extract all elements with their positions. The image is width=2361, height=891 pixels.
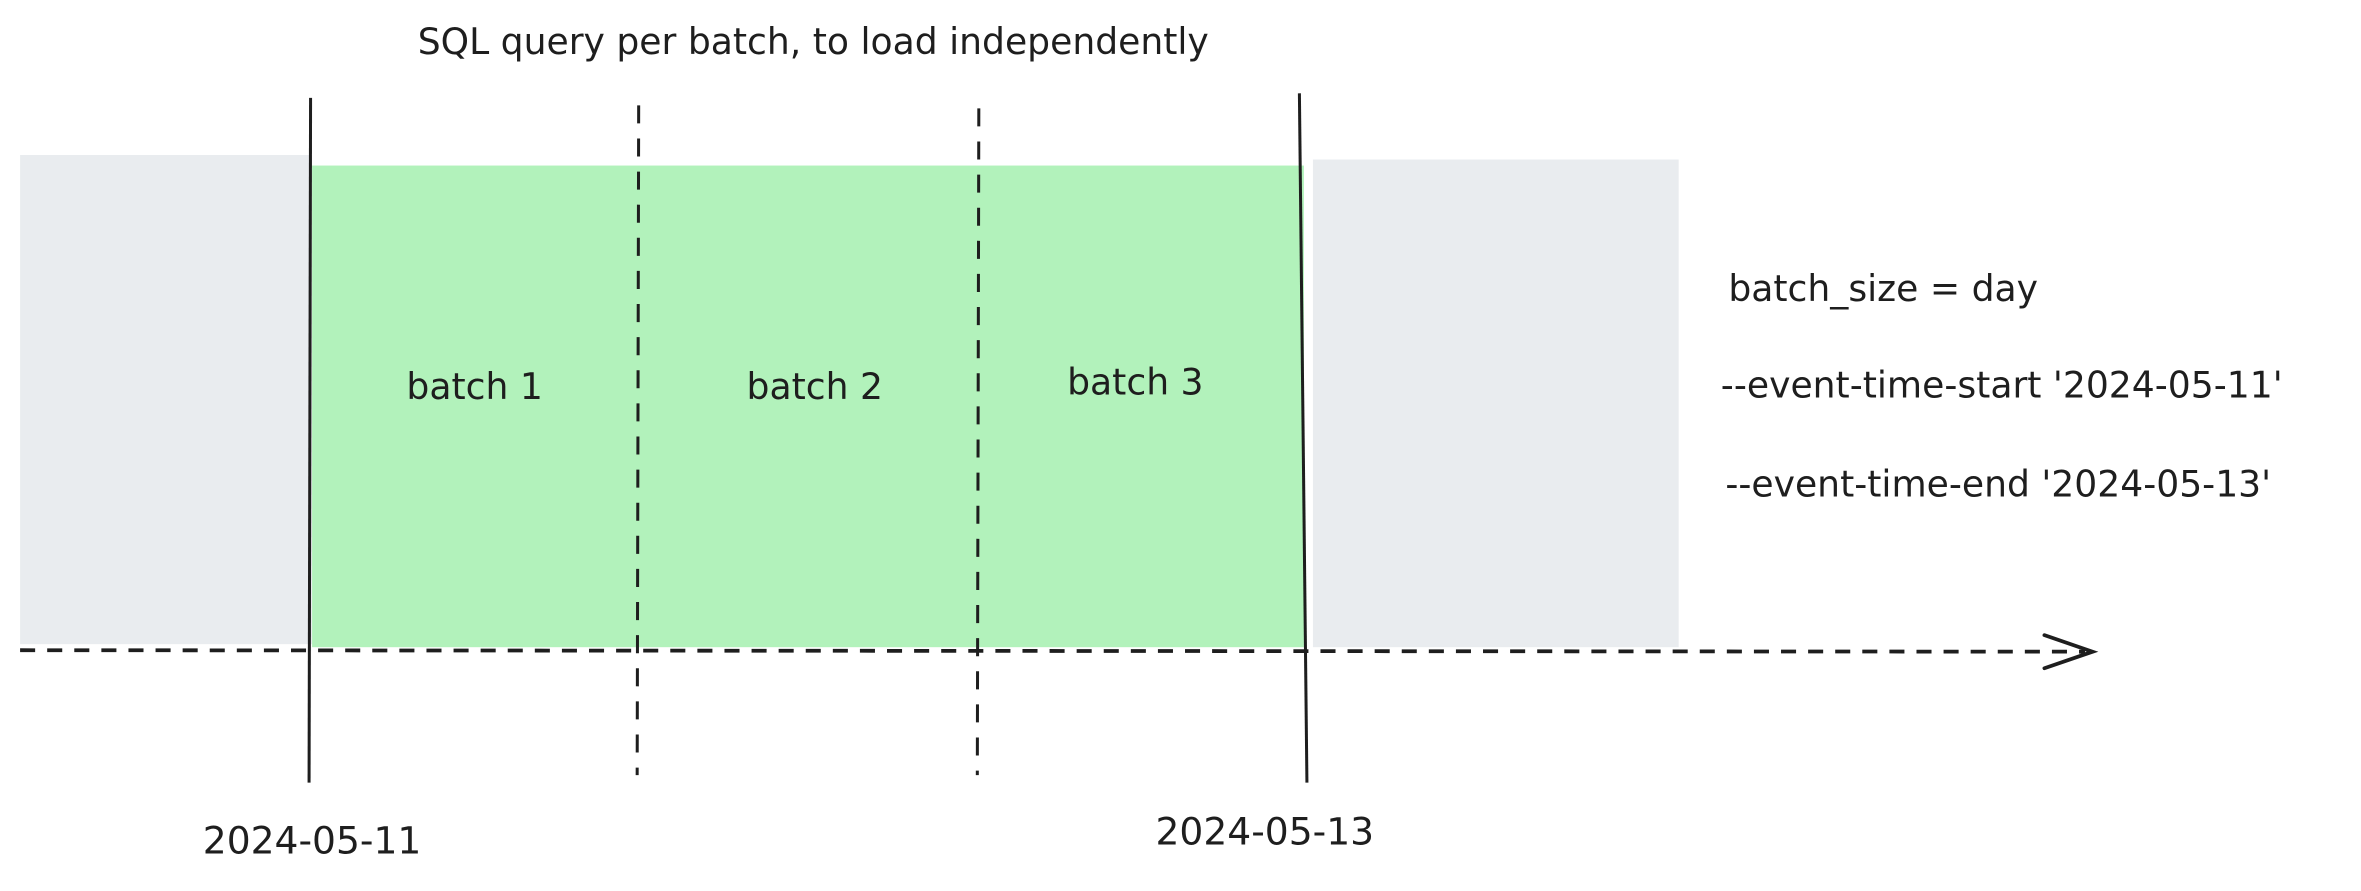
batch-label-3: batch 3 <box>1067 360 1203 403</box>
outside-range-right <box>1312 159 1679 648</box>
outside-range-left <box>20 155 313 645</box>
batch-size-label: batch_size = day <box>1728 267 2038 310</box>
batch-divider-1 <box>635 105 641 776</box>
selected-range <box>312 165 1304 648</box>
arrow-head-icon <box>2042 633 2099 671</box>
time-axis <box>20 648 2086 654</box>
batch-divider-2 <box>975 108 981 776</box>
batch-label-1: batch 1 <box>406 365 542 408</box>
diagram-title: SQL query per batch, to load independent… <box>418 20 1209 63</box>
event-time-start-label: --event-time-start '2024-05-11' <box>1721 363 2283 406</box>
start-date-label: 2024-05-11 <box>203 818 422 862</box>
end-boundary <box>1297 93 1309 783</box>
end-date-label: 2024-05-13 <box>1155 809 1374 853</box>
event-time-end-label: --event-time-end '2024-05-13' <box>1725 463 2271 506</box>
start-boundary <box>307 97 313 783</box>
batch-label-2: batch 2 <box>747 365 883 408</box>
